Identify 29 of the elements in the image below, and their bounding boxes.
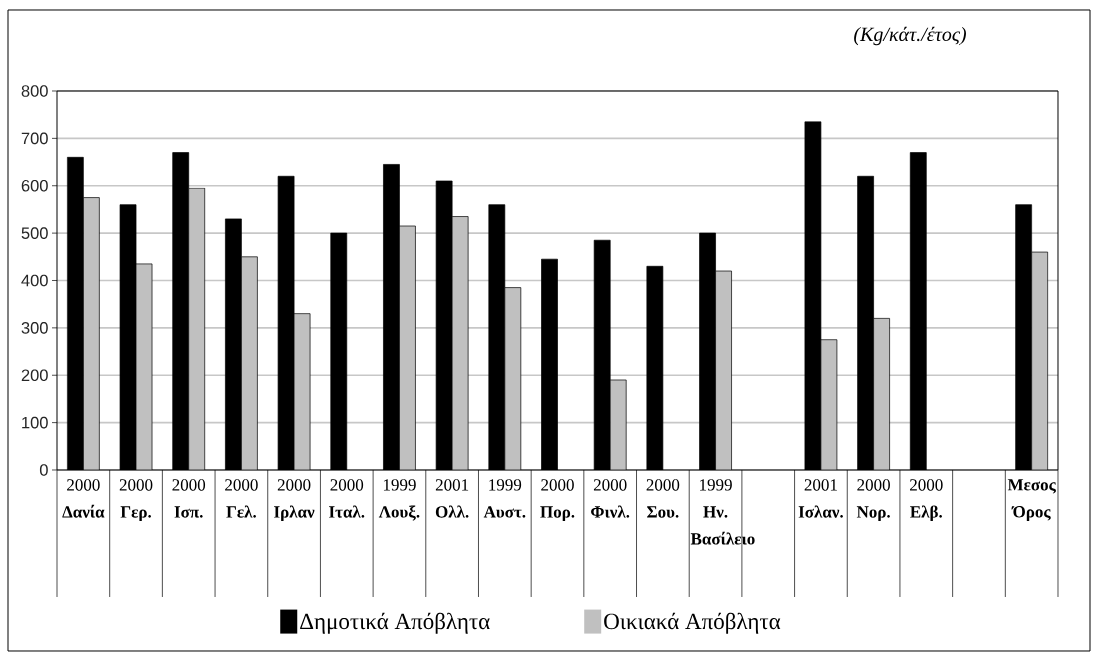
y-tick-label: 400: [21, 274, 48, 287]
x-tick-label: 2000 Ελβ.: [910, 479, 943, 522]
x-tick-label: 1999 Αυστ.: [483, 479, 526, 518]
x-tick-label: 2000 Πορ.: [540, 479, 575, 522]
y-tick-label: 100: [22, 416, 48, 429]
x-tick-label: 2001 Ολλ.: [435, 479, 469, 518]
y-tick-label: 300: [21, 322, 48, 334]
x-tick-label: 1999 Ην. Βασίλειο: [690, 479, 755, 545]
y-tick-label: 500: [21, 227, 48, 239]
x-tick-label: 2000 Σου.: [646, 479, 680, 518]
x-tick-label: 2000 Νορ.: [856, 479, 890, 522]
y-tick-label: 600: [21, 179, 48, 192]
x-tick-label: 2000 Δανία: [62, 479, 105, 518]
x-tick-label: 2000 Γερ.: [119, 479, 153, 522]
y-tick-label: 700: [21, 132, 48, 145]
x-tick-label: 2001 Ισλαν.: [798, 479, 843, 518]
x-tick-label: 1999 Λουξ.: [378, 479, 420, 521]
legend-label: Δημοτικά Απόβλητα: [300, 612, 490, 634]
x-tick-label: 2000 Ισπ.: [172, 479, 206, 518]
x-tick-label: 2000 Γελ.: [225, 479, 258, 518]
x-tick-label: 2000 Ιρλαν: [274, 479, 315, 522]
x-tick-label: Μεσος Όρος: [1007, 479, 1056, 521]
y-tick-label: 200: [21, 369, 48, 382]
y-axis-title: (Kg/κάτ./έτος): [854, 26, 966, 46]
y-tick-label: 800: [21, 85, 48, 97]
x-tick-label: 2000 Ιταλ.: [329, 479, 365, 518]
y-tick-label: 0: [39, 464, 48, 476]
legend-label: Οικιακά Απόβλητα: [604, 612, 781, 634]
x-tick-label: 2000 Φινλ.: [591, 479, 630, 518]
